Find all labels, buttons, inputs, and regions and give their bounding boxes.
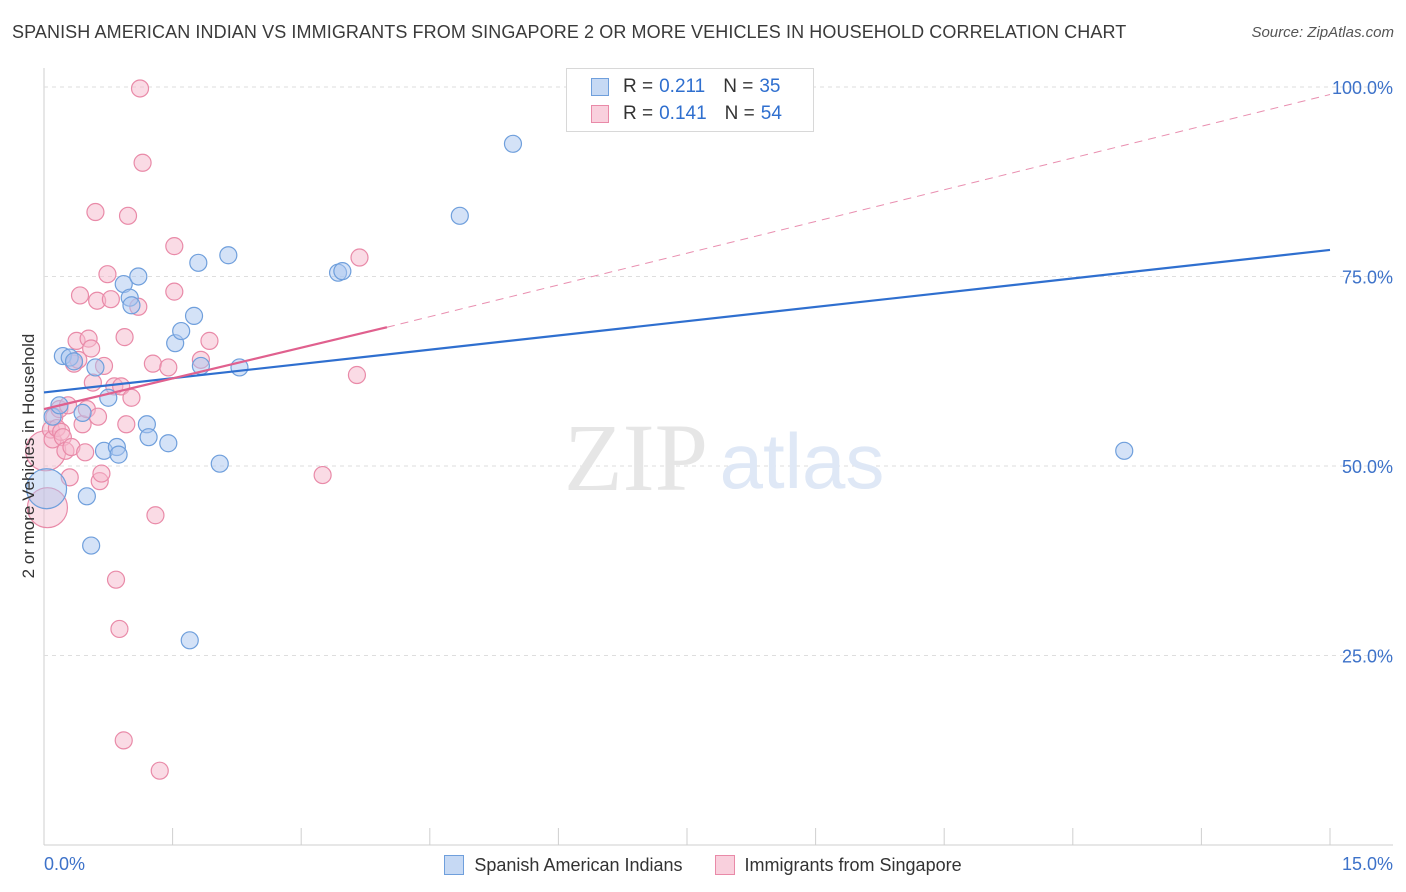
point-singapore: [313, 465, 332, 485]
series-singapore-points: [25, 79, 369, 780]
source-label: Source: ZipAtlas.com: [1251, 24, 1394, 41]
point-singapore: [101, 290, 120, 309]
legend-label-singapore: Immigrants from Singapore: [744, 854, 962, 875]
legend-swatch-blue: [444, 855, 465, 875]
point-singapore: [70, 286, 90, 305]
correlation-legend: R = 0.211 N = 35 R = 0.141 N = 54: [566, 68, 814, 132]
trend-line-singapore-extension: [386, 94, 1331, 328]
point-spanish: [172, 321, 191, 341]
legend-item-spanish[interactable]: Spanish American Indians: [444, 854, 683, 876]
point-spanish: [159, 434, 178, 453]
trend-lines: [43, 94, 1331, 411]
watermark: ZIP atlas: [564, 404, 884, 511]
point-singapore: [115, 328, 134, 347]
series-legend: Spanish American Indians Immigrants from…: [0, 852, 1406, 878]
point-singapore: [159, 358, 178, 377]
x-axis-ticks: [43, 828, 1331, 845]
point-singapore: [106, 570, 126, 589]
point-singapore: [165, 237, 184, 256]
point-singapore: [26, 487, 69, 529]
point-singapore: [150, 761, 169, 780]
y-tick-label: 25.0%: [1342, 646, 1393, 666]
legend-n-value: 54: [760, 103, 782, 124]
x-tick-label-max: 15.0%: [1342, 854, 1393, 874]
y-tick-label: 50.0%: [1342, 457, 1393, 477]
legend-n-value: 35: [759, 76, 781, 97]
point-spanish: [184, 306, 204, 325]
legend-row-spanish: R = 0.211 N = 35: [591, 75, 781, 99]
point-singapore: [88, 407, 108, 426]
point-spanish: [64, 352, 84, 371]
point-spanish: [503, 134, 523, 153]
point-singapore: [92, 464, 111, 483]
trend-line-singapore: [43, 326, 388, 411]
point-singapore: [82, 339, 101, 358]
point-singapore: [143, 354, 162, 373]
legend-swatch-pink: [591, 105, 609, 123]
legend-label-spanish: Spanish American Indians: [474, 854, 683, 875]
point-singapore: [117, 415, 136, 434]
legend-row-singapore: R = 0.141 N = 54: [591, 102, 782, 126]
chart-title: SPANISH AMERICAN INDIAN VS IMMIGRANTS FR…: [12, 22, 1127, 42]
point-singapore: [114, 731, 133, 750]
legend-swatch-blue: [591, 78, 609, 96]
point-spanish: [210, 454, 229, 473]
legend-r-label: R =: [623, 76, 654, 97]
legend-r-value: 0.141: [659, 103, 707, 124]
point-spanish: [1115, 441, 1134, 460]
watermark-zip: ZIP: [564, 404, 708, 511]
legend-r-value: 0.211: [659, 76, 706, 97]
point-spanish: [333, 262, 352, 281]
y-tick-label: 100.0%: [1332, 78, 1393, 98]
point-spanish: [122, 296, 141, 315]
point-singapore: [98, 265, 117, 284]
point-singapore: [110, 619, 129, 639]
point-spanish: [77, 487, 96, 506]
legend-swatch-pink: [714, 855, 735, 875]
trend-line-spanish: [43, 248, 1331, 394]
point-spanish: [219, 246, 238, 265]
legend-r-label: R =: [623, 103, 654, 124]
point-spanish: [129, 267, 148, 286]
point-singapore: [86, 202, 105, 222]
point-spanish: [86, 358, 105, 377]
y-axis-title: 2 or more Vehicles in Household: [19, 333, 38, 579]
watermark-atlas: atlas: [720, 417, 885, 505]
point-spanish: [82, 536, 101, 555]
point-singapore: [133, 153, 152, 172]
point-singapore: [118, 206, 138, 225]
point-spanish: [450, 206, 469, 225]
y-tick-labels: 25.0% 50.0% 75.0% 100.0%: [1332, 78, 1393, 667]
x-tick-label-min: 0.0%: [44, 854, 85, 874]
point-singapore: [200, 331, 219, 350]
point-singapore: [350, 248, 369, 267]
point-singapore: [130, 79, 150, 98]
point-singapore: [146, 506, 165, 525]
series-spanish-points: [25, 134, 1134, 650]
point-singapore: [165, 282, 184, 301]
point-singapore: [347, 365, 367, 385]
legend-n-label: N =: [723, 76, 754, 97]
point-spanish: [189, 253, 208, 272]
legend-n-label: N =: [724, 103, 755, 124]
point-singapore: [76, 443, 95, 462]
point-spanish: [109, 445, 128, 464]
point-spanish: [73, 403, 92, 423]
point-spanish: [25, 468, 68, 510]
gridlines: [43, 68, 1393, 846]
legend-item-singapore[interactable]: Immigrants from Singapore: [714, 854, 962, 876]
point-spanish: [180, 631, 199, 650]
y-tick-label: 75.0%: [1342, 267, 1393, 287]
point-singapore: [122, 388, 141, 407]
point-spanish: [139, 428, 158, 447]
